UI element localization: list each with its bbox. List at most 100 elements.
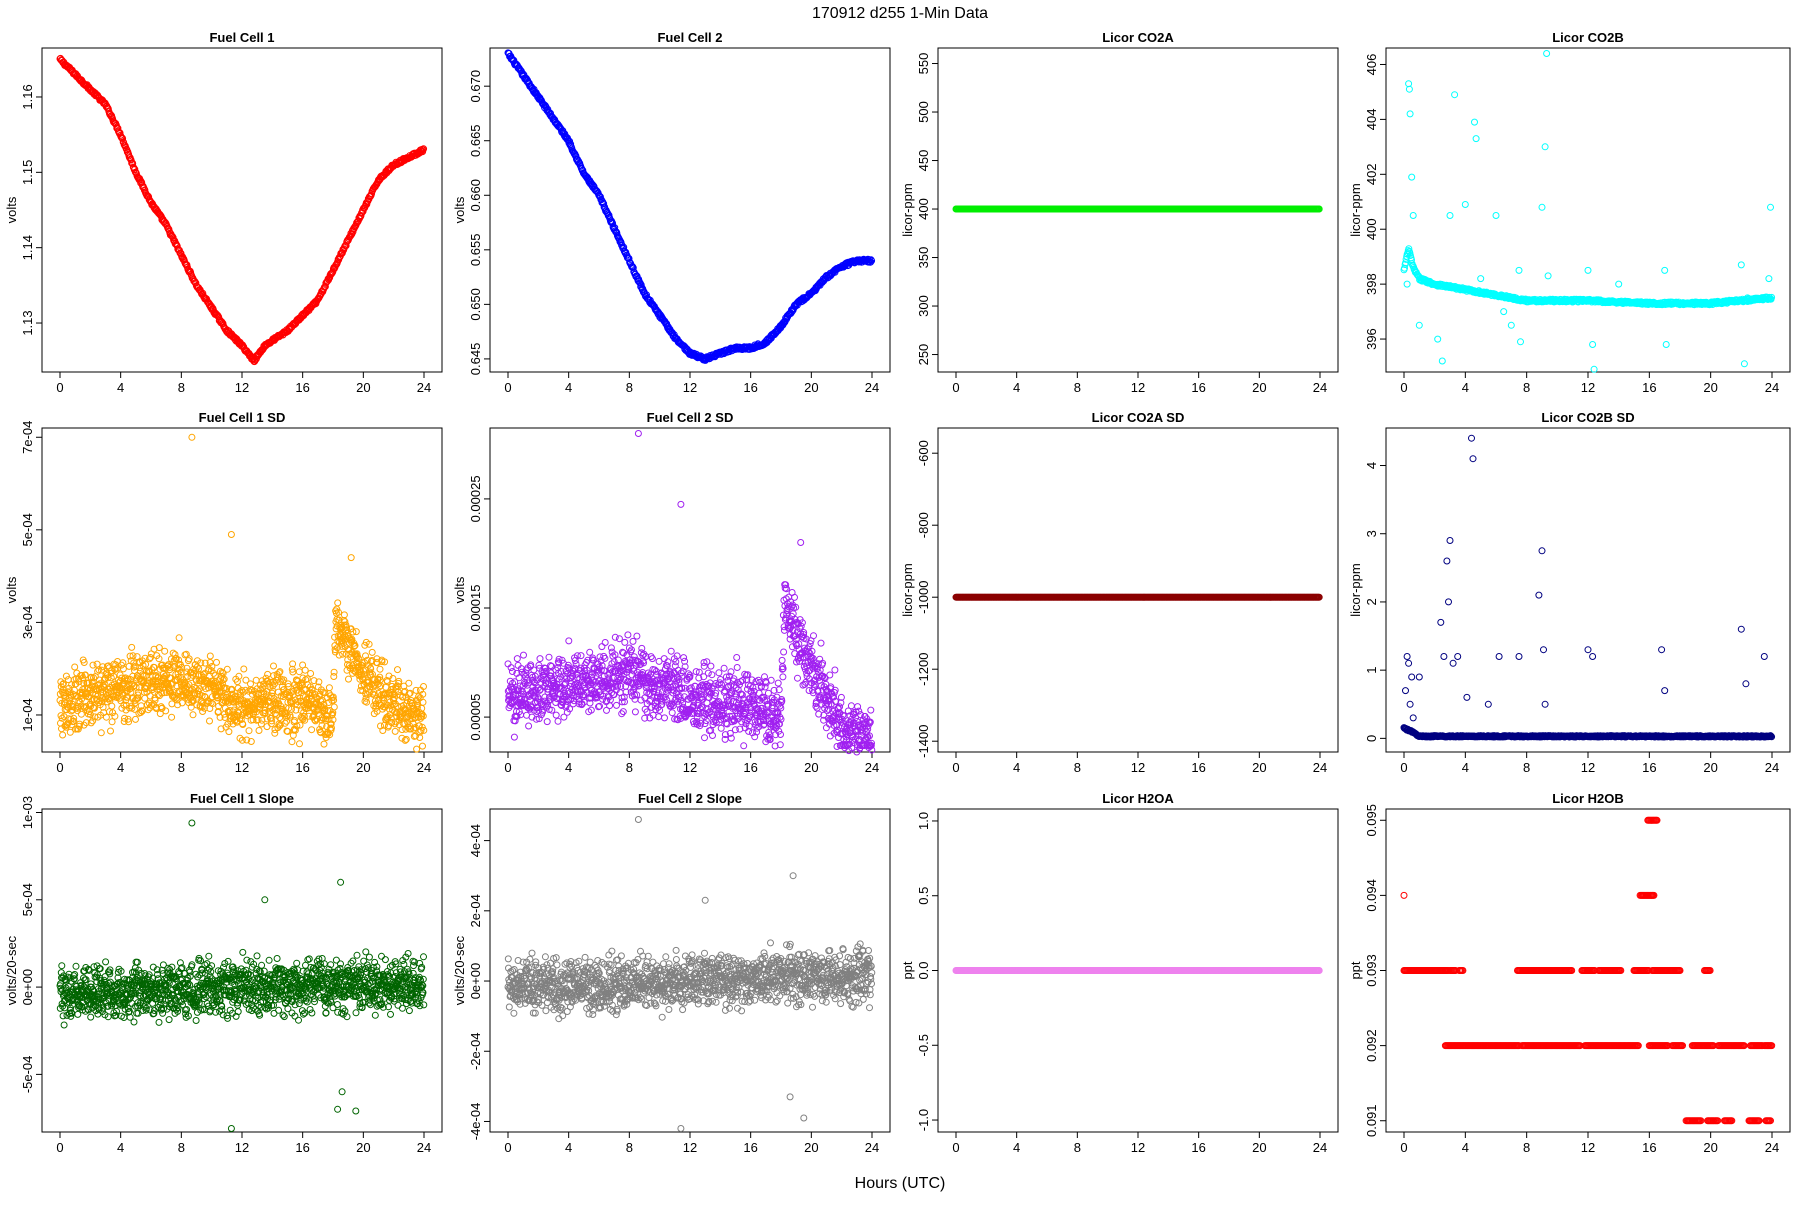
- data-point: [1462, 202, 1468, 208]
- x-tick-label: 4: [117, 380, 124, 395]
- x-tick-label: 20: [804, 760, 818, 775]
- data-point: [1590, 342, 1596, 348]
- y-axis-label: licor-ppm: [1348, 183, 1363, 236]
- data-point: [608, 645, 614, 651]
- data-point: [241, 666, 247, 672]
- y-tick-label: 0.645: [468, 343, 483, 376]
- x-tick-label: 16: [743, 760, 757, 775]
- x-tick-label: 0: [504, 380, 511, 395]
- data-point: [612, 634, 618, 640]
- data-point: [1452, 92, 1458, 98]
- data-point: [296, 669, 302, 675]
- data-point: [103, 714, 109, 720]
- data-point: [224, 666, 230, 672]
- data-point: [669, 710, 675, 716]
- x-tick-label: 8: [1074, 380, 1081, 395]
- data-point: [656, 714, 662, 720]
- data-point: [265, 671, 271, 677]
- data-point: [321, 741, 327, 747]
- x-tick-label: 8: [626, 380, 633, 395]
- x-tick-label: 16: [1642, 380, 1656, 395]
- x-tick-label: 16: [743, 380, 757, 395]
- x-tick-label: 12: [1131, 380, 1145, 395]
- data-point: [546, 654, 552, 660]
- x-tick-label: 20: [1252, 380, 1266, 395]
- data-point: [1585, 267, 1591, 273]
- data-point: [1416, 322, 1422, 328]
- x-tick-label: 4: [565, 380, 572, 395]
- data-point: [1493, 213, 1499, 219]
- x-axis-label: Hours (UTC): [855, 1175, 946, 1192]
- x-tick-label: 4: [1462, 380, 1469, 395]
- data-point: [634, 633, 640, 639]
- x-tick-label: 0: [56, 760, 63, 775]
- data-point: [1768, 204, 1774, 210]
- x-tick-label: 24: [865, 380, 879, 395]
- data-point: [1663, 342, 1669, 348]
- x-tick-label: 8: [626, 760, 633, 775]
- x-tick-label: 24: [1765, 380, 1779, 395]
- data-point: [630, 638, 636, 644]
- panel-title: Fuel Cell 1 SD: [199, 410, 286, 425]
- data-point: [544, 719, 550, 725]
- data-point: [602, 640, 608, 646]
- panel-title: Fuel Cell 2: [657, 30, 722, 45]
- x-tick-label: 4: [1013, 380, 1020, 395]
- data-point: [511, 734, 517, 740]
- data-point: [129, 644, 135, 650]
- data-point: [1616, 281, 1622, 287]
- data-point: [709, 672, 715, 678]
- y-tick-label: 0.655: [468, 234, 483, 267]
- y-tick-label: 404: [1364, 109, 1379, 131]
- panel-title: Fuel Cell 1: [209, 30, 274, 45]
- data-point: [302, 667, 308, 673]
- x-tick-label: 20: [1703, 380, 1717, 395]
- data-point: [207, 718, 213, 724]
- y-tick-label: 0.650: [468, 288, 483, 321]
- data-point: [406, 680, 412, 686]
- figure-title: 170912 d255 1-Min Data: [812, 5, 988, 22]
- x-tick-label: 0: [56, 380, 63, 395]
- data-point: [420, 699, 426, 705]
- data-point: [420, 743, 426, 749]
- x-tick-label: 0: [1400, 380, 1407, 395]
- y-tick-label: 0.665: [468, 124, 483, 157]
- data-point: [578, 653, 584, 659]
- x-tick-label: 24: [417, 760, 431, 775]
- data-point: [531, 667, 537, 673]
- plot-frame: [490, 48, 890, 372]
- data-point: [72, 664, 78, 670]
- y-tick-label: 550: [916, 53, 931, 75]
- y-tick-label: 3e-04: [20, 606, 35, 639]
- data-point: [521, 652, 527, 658]
- data-point: [226, 729, 232, 735]
- data-point: [78, 711, 84, 717]
- data-point: [622, 639, 628, 645]
- y-tick-label: 0.660: [468, 179, 483, 212]
- data-point: [414, 746, 420, 752]
- data-point: [248, 681, 254, 687]
- x-tick-label: 16: [295, 760, 309, 775]
- series-fc2: [505, 50, 875, 364]
- data-point: [665, 659, 671, 665]
- y-tick-label: 250: [916, 344, 931, 366]
- data-point: [309, 727, 315, 733]
- data-point: [377, 666, 383, 672]
- data-point: [246, 728, 252, 734]
- data-point: [1407, 111, 1413, 117]
- x-tick-label: 20: [804, 380, 818, 395]
- data-point: [331, 669, 337, 675]
- y-tick-label: 0.00025: [468, 475, 483, 522]
- series-fc2sd: [505, 431, 875, 756]
- data-point: [1738, 262, 1744, 268]
- y-tick-label: 398: [1364, 273, 1379, 295]
- y-axis-label: volts: [452, 196, 467, 223]
- x-tick-label: 24: [865, 760, 879, 775]
- data-point: [94, 661, 100, 667]
- data-point: [625, 632, 631, 638]
- y-tick-label: 1e-04: [20, 698, 35, 731]
- x-tick-label: 12: [235, 380, 249, 395]
- y-tick-label: 396: [1364, 328, 1379, 350]
- y-tick-label: 1.14: [20, 235, 35, 260]
